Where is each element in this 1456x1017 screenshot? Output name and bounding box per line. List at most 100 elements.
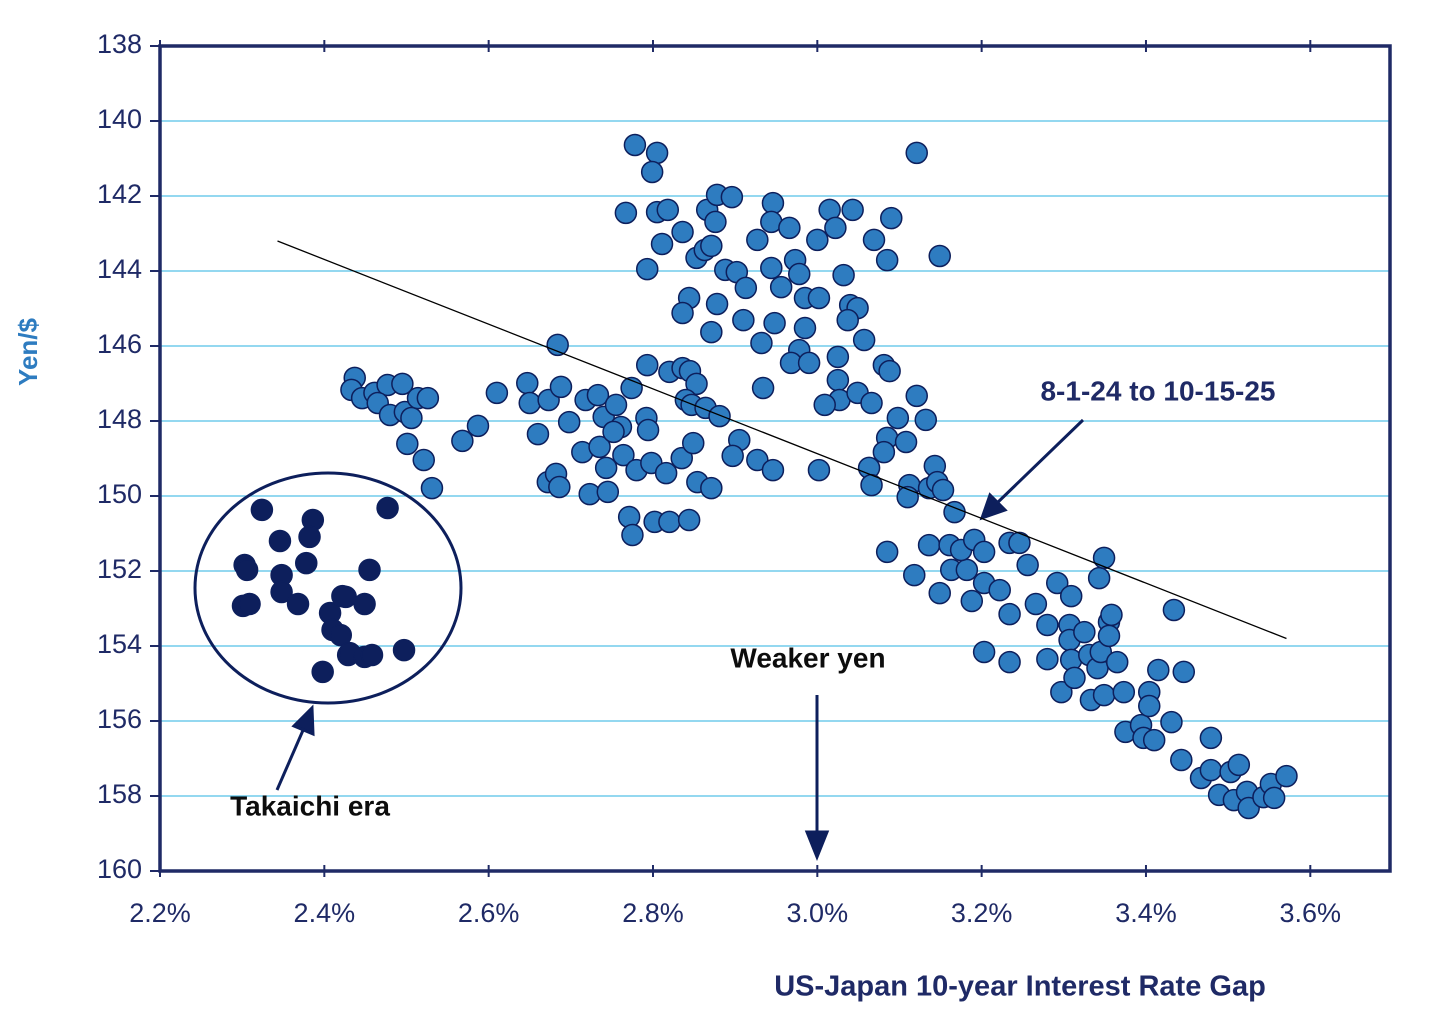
- point: [917, 533, 941, 557]
- point: [353, 592, 376, 616]
- point: [836, 308, 859, 332]
- y-tick-label: 152: [97, 554, 142, 584]
- point: [602, 420, 625, 444]
- point: [1092, 683, 1116, 707]
- point: [614, 201, 638, 225]
- point: [400, 406, 423, 430]
- point: [746, 448, 769, 472]
- arrow-head: [291, 704, 315, 737]
- y-tick-label: 160: [97, 854, 142, 884]
- point: [671, 301, 694, 325]
- point: [1199, 758, 1223, 782]
- x-tick-label: 2.2%: [129, 898, 191, 928]
- point: [295, 551, 318, 575]
- y-tick-label: 138: [97, 29, 142, 59]
- point: [793, 316, 817, 340]
- point: [704, 210, 727, 234]
- point: [1063, 666, 1086, 690]
- point: [466, 414, 490, 438]
- point: [238, 592, 261, 616]
- point: [358, 558, 381, 582]
- y-tick-label: 144: [97, 254, 142, 284]
- point: [526, 422, 550, 446]
- point: [1162, 598, 1186, 622]
- point: [420, 476, 444, 500]
- y-tick-label: 156: [97, 704, 142, 734]
- arrow-head: [804, 830, 830, 862]
- point: [972, 640, 996, 664]
- y-tick-label: 140: [97, 104, 142, 134]
- point: [329, 623, 353, 647]
- point: [705, 292, 729, 316]
- point: [787, 262, 811, 286]
- point: [832, 263, 855, 287]
- point: [955, 558, 979, 582]
- plot-area: [160, 46, 1390, 871]
- point: [640, 160, 664, 184]
- point: [636, 418, 660, 442]
- point: [721, 444, 744, 468]
- y-tick-label: 150: [97, 479, 142, 509]
- point: [1050, 680, 1073, 704]
- x-tick-label: 3.6%: [1280, 898, 1342, 928]
- point: [1092, 546, 1116, 570]
- point: [872, 440, 896, 464]
- point: [298, 525, 321, 549]
- point: [596, 480, 620, 504]
- y-tick-label: 146: [97, 329, 142, 359]
- point: [928, 581, 951, 605]
- point: [1138, 694, 1161, 718]
- arrow-shaft: [275, 727, 306, 791]
- point: [1087, 566, 1111, 590]
- point: [988, 578, 1011, 602]
- x-tick-label: 3.4%: [1115, 898, 1177, 928]
- point: [334, 585, 357, 609]
- point: [894, 430, 918, 454]
- point: [824, 216, 847, 240]
- point: [1262, 786, 1286, 810]
- point: [751, 376, 775, 400]
- ann-takaichi: Takaichi era: [230, 790, 390, 821]
- point: [549, 375, 573, 399]
- point: [886, 406, 910, 430]
- point: [700, 234, 723, 258]
- point: [235, 558, 259, 582]
- point: [516, 371, 539, 395]
- point: [654, 461, 678, 485]
- point: [860, 391, 883, 415]
- point: [1105, 650, 1129, 674]
- point: [972, 540, 996, 564]
- point: [1097, 624, 1121, 648]
- point: [700, 320, 723, 344]
- point: [396, 432, 419, 456]
- point: [392, 638, 416, 662]
- point: [1199, 726, 1223, 750]
- point: [806, 228, 829, 252]
- point: [852, 328, 876, 352]
- point: [905, 384, 928, 408]
- point: [548, 475, 571, 499]
- point: [905, 141, 928, 165]
- point: [588, 435, 611, 459]
- x-tick-label: 3.0%: [787, 898, 849, 928]
- takaichi-circle: [193, 471, 463, 705]
- point: [485, 381, 509, 405]
- y-tick-label: 142: [97, 179, 142, 209]
- x-tick-label: 3.2%: [951, 898, 1013, 928]
- point: [1275, 764, 1298, 788]
- point: [557, 410, 581, 434]
- plot-background: 138 140 142 144 146 148 150 152 154 156 158 160 2.2%…: [97, 29, 1390, 928]
- point: [1024, 592, 1048, 616]
- point: [412, 448, 435, 472]
- arrow-shaft: [993, 418, 1085, 507]
- y-tick-label: 158: [97, 779, 142, 809]
- point: [1170, 748, 1193, 772]
- point: [878, 359, 901, 383]
- trend-line: [277, 240, 1287, 640]
- point: [518, 391, 541, 415]
- x-tick-label: 2.6%: [458, 898, 520, 928]
- point: [761, 191, 785, 215]
- point: [311, 660, 334, 684]
- point: [250, 498, 274, 522]
- point: [376, 496, 399, 520]
